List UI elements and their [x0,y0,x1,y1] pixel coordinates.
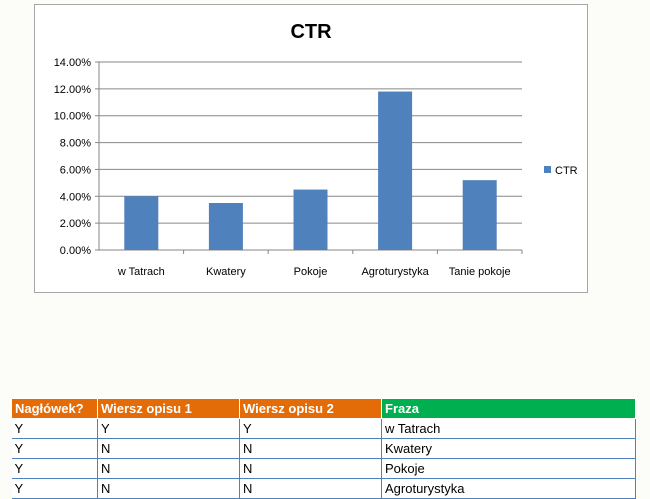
table-row: Y N N Agroturystyka [11,478,636,499]
legend-swatch [544,166,551,173]
y-tick-label: 10.00% [54,111,92,123]
table-header-row: Nagłówek? Wiersz opisu 1 Wiersz opisu 2 … [11,398,636,419]
x-tick-label: w Tatrach [117,266,165,278]
keyword-table: Nagłówek? Wiersz opisu 1 Wiersz opisu 2 … [11,398,636,499]
y-tick-label: 4.00% [60,191,91,203]
table-cell: N [239,438,382,459]
table-row: Y N N Pokoje [11,458,636,479]
table-cell: w Tatrach [381,418,636,439]
table-cell: Kwatery [381,438,636,459]
bar [293,189,328,250]
table-cell: N [239,478,382,499]
bar [462,180,497,250]
table-cell: Y [11,418,98,439]
table-cell: Y [11,478,98,499]
table-cell: Y [11,438,98,459]
table-cell: N [97,438,240,459]
table-cell: Pokoje [381,458,636,479]
table-row: Y N N Kwatery [11,438,636,459]
y-tick-label: 0.00% [60,245,91,257]
table-cell: Y [97,418,240,439]
header-wiersz-opisu-1: Wiersz opisu 1 [97,398,240,419]
table-cell: Agroturystyka [381,478,636,499]
y-tick-label: 12.00% [54,84,92,96]
bar [124,196,159,250]
table-cell: Y [11,458,98,479]
chart-title: CTR [290,21,332,43]
legend-label: CTR [555,165,578,177]
y-tick-label: 2.00% [60,218,91,230]
table-cell: N [97,478,240,499]
bar [208,203,243,250]
y-tick-label: 6.00% [60,164,91,176]
table-cell: N [239,458,382,479]
y-tick-label: 8.00% [60,138,91,150]
table-row: Y Y Y w Tatrach [11,418,636,439]
x-tick-label: Agroturystyka [361,266,429,278]
y-tick-label: 14.00% [54,57,92,69]
ctr-bar-chart: CTR 0.00% 2.00% 4.00% 6.00% 8.00% 10.00% 12.00%… [54,21,578,278]
table-cell: N [97,458,240,479]
header-fraza: Fraza [381,398,636,419]
x-tick-label: Pokoje [294,266,328,278]
table-cell: Y [239,418,382,439]
header-wiersz-opisu-2: Wiersz opisu 2 [239,398,382,419]
x-tick-label: Tanie pokoje [449,266,511,278]
x-tick-label: Kwatery [206,266,246,278]
header-naglowek: Nagłówek? [11,398,98,419]
bar [378,91,413,251]
chart-area: CTR 0.00% 2.00% 4.00% 6.00% 8.00% 10.00% 12.00%… [34,4,588,293]
